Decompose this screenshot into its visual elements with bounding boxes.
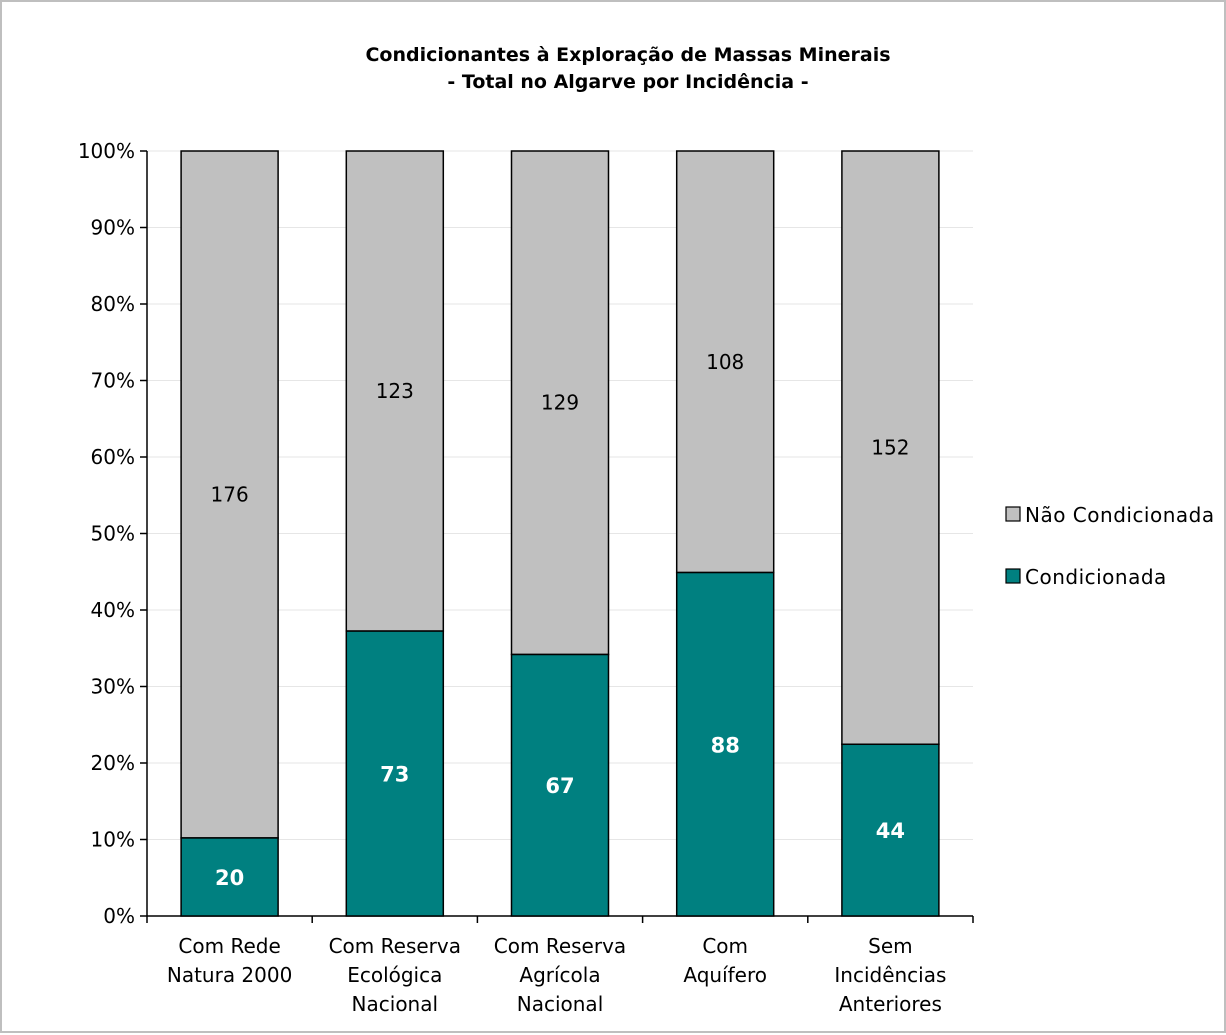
data-label-nao-condicionada: 152 xyxy=(871,436,909,460)
y-tick-label: 10% xyxy=(91,828,135,852)
data-label-condicionada: 44 xyxy=(876,819,905,843)
y-tick-label: 0% xyxy=(103,904,135,928)
y-tick-label: 100% xyxy=(78,139,135,163)
category-label: Natura 2000 xyxy=(167,963,292,987)
chart-title-line: - Total no Algarve por Incidência - xyxy=(447,71,808,93)
bar-nao-condicionada xyxy=(345,150,445,632)
bar-condicionada xyxy=(841,743,940,917)
category-label: Com Reserva xyxy=(329,934,461,958)
category-label: Nacional xyxy=(352,992,439,1016)
data-label-nao-condicionada: 108 xyxy=(706,350,744,374)
category-label: Com xyxy=(702,934,748,958)
category-label: Nacional xyxy=(517,992,604,1016)
y-tick-label: 80% xyxy=(91,292,135,316)
category-label: Com Reserva xyxy=(494,934,626,958)
data-label-nao-condicionada: 176 xyxy=(211,482,249,506)
bar-condicionada xyxy=(345,630,445,917)
data-label-condicionada: 88 xyxy=(711,733,740,757)
y-tick-label: 40% xyxy=(91,598,135,622)
y-tick-label: 70% xyxy=(91,369,135,393)
data-label-condicionada: 73 xyxy=(380,763,409,787)
bar-nao-condicionada xyxy=(180,150,279,839)
category-label: Incidências xyxy=(834,963,946,987)
category-label: Ecológica xyxy=(347,963,442,987)
legend-label: Condicionada xyxy=(1025,565,1167,589)
data-label-nao-condicionada: 123 xyxy=(376,379,414,403)
y-tick-label: 90% xyxy=(91,216,135,240)
bar-condicionada xyxy=(675,571,775,917)
category-label: Anteriores xyxy=(839,992,942,1016)
legend-label: Não Condicionada xyxy=(1025,503,1215,527)
data-label-nao-condicionada: 129 xyxy=(541,391,579,415)
data-label-condicionada: 20 xyxy=(215,866,244,890)
category-label: Com Rede xyxy=(178,934,280,958)
bar-nao-condicionada xyxy=(675,150,775,574)
category-label: Aquífero xyxy=(683,963,767,987)
chart-title-line: Condicionantes à Exploração de Massas Mi… xyxy=(365,44,890,66)
legend-swatch xyxy=(1005,506,1021,522)
category-label: Agrícola xyxy=(519,963,600,987)
data-label-condicionada: 67 xyxy=(545,774,574,798)
legend-swatch xyxy=(1005,568,1021,584)
bar-condicionada xyxy=(180,837,279,917)
y-tick-label: 30% xyxy=(91,675,135,699)
y-tick-label: 20% xyxy=(91,751,135,775)
bar-condicionada xyxy=(510,653,610,917)
bar-nao-condicionada xyxy=(841,150,940,746)
y-tick-label: 50% xyxy=(91,522,135,546)
category-label: Sem xyxy=(868,934,912,958)
y-tick-label: 60% xyxy=(91,445,135,469)
